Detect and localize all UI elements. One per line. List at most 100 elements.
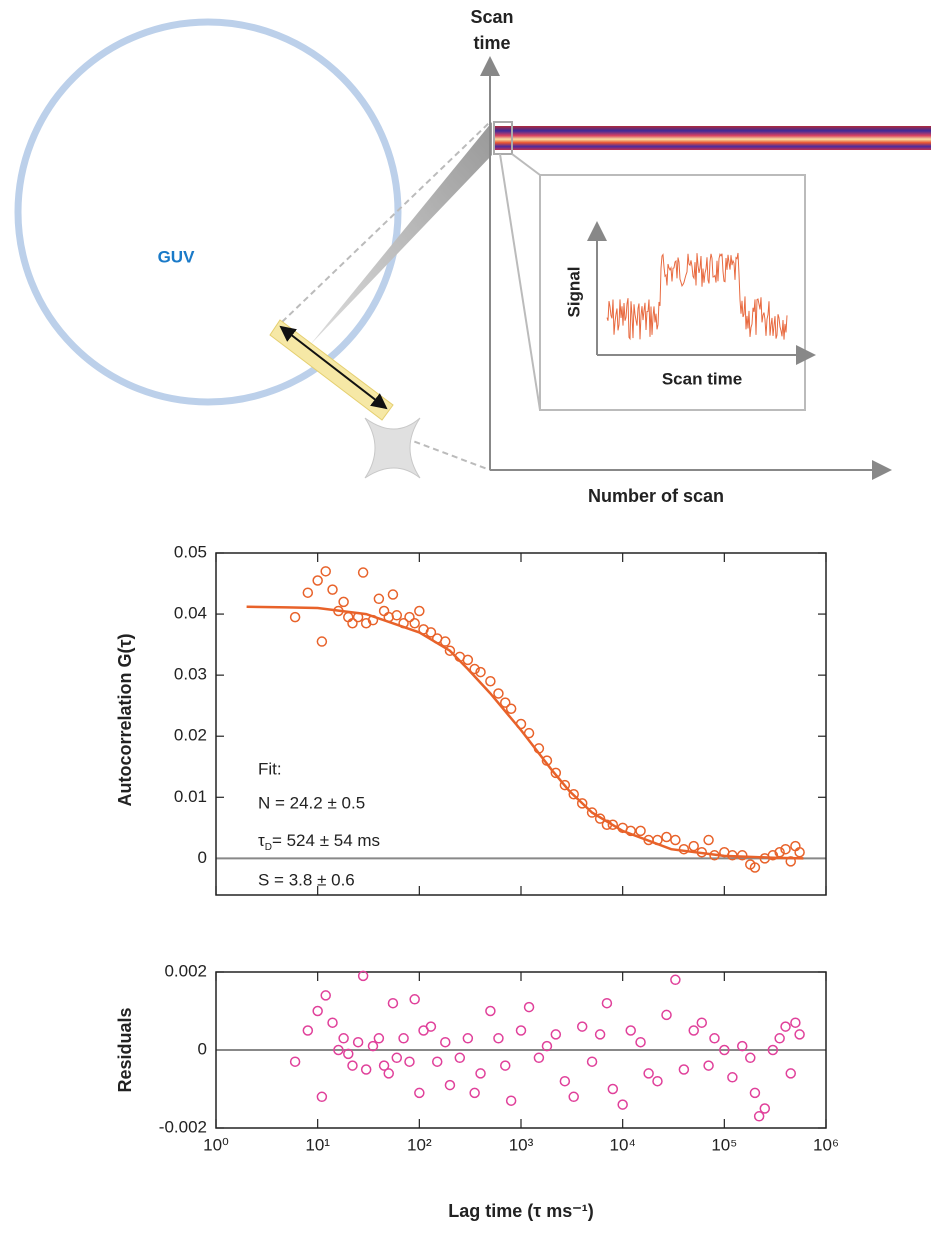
data-point xyxy=(550,1029,562,1040)
data-point xyxy=(398,1033,409,1044)
scan-line xyxy=(269,319,394,421)
data-point xyxy=(780,1021,791,1032)
data-point xyxy=(780,843,791,855)
data-point xyxy=(387,589,399,600)
y-tick-label: 0.04 xyxy=(174,604,207,623)
data-point xyxy=(409,617,420,629)
annotation: S = 3.8 ± 0.6 xyxy=(258,870,355,889)
lens xyxy=(364,417,421,479)
data-point xyxy=(333,1044,344,1056)
data-point xyxy=(391,610,403,621)
annotation: N = 24.2 ± 0.5 xyxy=(258,793,365,812)
x-tick-label: 10⁶ xyxy=(813,1135,839,1154)
data-point xyxy=(586,807,598,818)
data-point xyxy=(550,767,562,779)
data-point xyxy=(475,1068,486,1079)
data-point xyxy=(533,1052,545,1064)
data-point xyxy=(625,1025,636,1036)
data-point xyxy=(387,997,399,1009)
data-point xyxy=(493,688,504,699)
data-point xyxy=(462,654,474,666)
data-point xyxy=(440,636,451,647)
data-point xyxy=(454,1052,466,1064)
data-point xyxy=(289,611,301,623)
axis-label: Number of scan xyxy=(588,486,724,506)
y-tick-label: 0.03 xyxy=(174,665,207,684)
y-axis-title: Autocorrelation G(τ) xyxy=(115,633,135,806)
data-point xyxy=(312,575,323,586)
annotation: τD= 524 ± 54 ms xyxy=(258,831,380,852)
data-point xyxy=(469,1087,480,1099)
data-point xyxy=(670,834,681,846)
y-tick-label: 0.01 xyxy=(174,787,207,806)
data-point xyxy=(678,1064,690,1075)
x-tick-label: 10⁰ xyxy=(203,1135,229,1154)
data-point xyxy=(373,1033,385,1044)
y-tick-label: 0.02 xyxy=(174,726,207,745)
kymograph xyxy=(495,126,931,150)
data-point xyxy=(559,1075,571,1087)
x-tick-label: 10¹ xyxy=(305,1135,330,1154)
data-point xyxy=(425,1021,437,1032)
inset xyxy=(539,174,806,411)
x-tick-label: 10⁵ xyxy=(711,1135,737,1154)
data-point xyxy=(607,1083,619,1095)
data-point xyxy=(635,1036,646,1048)
y-tick-label: 0 xyxy=(198,1039,207,1058)
data-point xyxy=(559,779,571,791)
data-point xyxy=(404,1056,415,1067)
data-point xyxy=(703,1060,714,1071)
axis-label: Scan xyxy=(470,7,513,27)
data-point xyxy=(688,1025,699,1036)
data-point xyxy=(749,1087,761,1099)
data-point xyxy=(327,584,338,595)
inset-label: Signal xyxy=(564,266,583,317)
dash-line xyxy=(404,437,491,471)
data-point xyxy=(785,1068,796,1079)
data-point xyxy=(652,1075,663,1087)
data-point xyxy=(440,1036,451,1048)
data-point xyxy=(767,850,779,861)
data-point xyxy=(391,1052,403,1064)
data-point xyxy=(485,676,496,687)
data-point xyxy=(500,1060,511,1071)
data-point xyxy=(360,1064,372,1075)
data-point xyxy=(409,994,420,1005)
data-point xyxy=(625,825,636,837)
guv-circle xyxy=(14,18,402,406)
data-point xyxy=(523,1001,535,1013)
scan-arrow xyxy=(279,325,388,410)
data-point xyxy=(383,1068,394,1079)
data-point xyxy=(320,990,331,1001)
data-point xyxy=(404,611,415,623)
annotations: Fit: N = 24.2 ± 0.5 τD= 524 ± 54 ms S = … xyxy=(258,759,380,889)
selection-box xyxy=(493,121,513,155)
data-point xyxy=(500,697,511,708)
data-point xyxy=(794,847,805,858)
data-point xyxy=(444,645,456,656)
data-point xyxy=(338,1033,349,1044)
data-point xyxy=(338,596,349,608)
y-tick-label: 0.05 xyxy=(174,542,207,561)
plot-frame xyxy=(215,552,827,896)
data-point xyxy=(576,1021,588,1032)
data-point xyxy=(316,636,328,647)
dash-line xyxy=(281,121,491,323)
data-point xyxy=(352,1036,364,1048)
data-point xyxy=(444,1079,456,1091)
data-point xyxy=(790,1017,801,1028)
data-point xyxy=(373,593,385,605)
data-point xyxy=(774,1033,785,1044)
guv-label: GUV xyxy=(158,247,196,266)
data-point xyxy=(360,617,372,629)
data-point xyxy=(378,1060,390,1071)
data-point xyxy=(475,666,486,678)
data-point xyxy=(688,840,699,852)
data-point xyxy=(727,1072,738,1083)
data-point xyxy=(709,1033,720,1044)
beam xyxy=(310,122,492,345)
data-point xyxy=(347,617,358,629)
data-point xyxy=(469,663,480,675)
data-point xyxy=(414,605,425,617)
